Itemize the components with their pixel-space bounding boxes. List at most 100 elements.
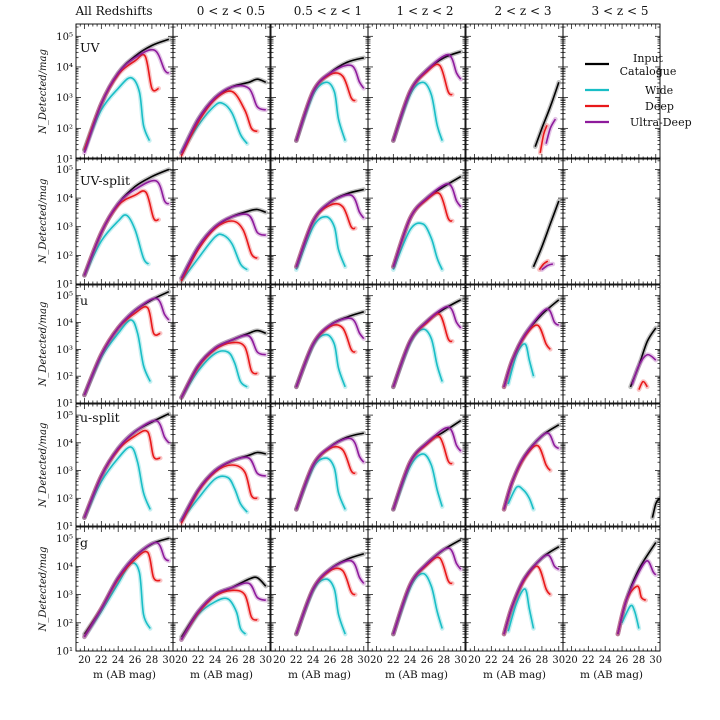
y-tick-label: 10¹ (56, 280, 73, 291)
panel-u-split-3 (270, 403, 369, 527)
series-line-ultra-deep (503, 554, 560, 635)
series-line-wide (83, 214, 150, 276)
series-line-wide (180, 350, 248, 399)
panel-curves (391, 297, 464, 390)
panel-u-split-1: 10¹ 10² 10³ 10⁴ 10⁵ N_Detected/mag (38, 403, 174, 533)
series-line-wide (180, 475, 248, 521)
panel-frame (172, 526, 271, 652)
legend-label-ultra-deep: Ultra-Deep (630, 116, 692, 129)
x-tick-label: 22 (192, 655, 205, 666)
x-tick-label: 30 (259, 655, 272, 666)
series-band-ultra-deep (391, 545, 464, 637)
x-tick-label: 26 (421, 655, 434, 666)
y-tick-label: 10⁵ (56, 32, 73, 43)
y-tick-label: 10¹ (56, 155, 73, 166)
row-label-u: u (80, 293, 88, 308)
y-tick-label: 10⁵ (56, 165, 73, 176)
panel-g-1: 10¹ 10² 10³ 10⁴ 10⁵ N_Detected/mag 20 22 24 26 28 3… (38, 526, 175, 681)
col-title-z-0.5-1: 0.5 < z < 1 (294, 4, 362, 18)
series-line-ultra-deep (503, 432, 560, 510)
panel-g-4: 20 22 24 26 28 30 m (AB mag) (367, 526, 467, 681)
panel-u-split-5 (465, 403, 564, 527)
series-line-input-catalogue (83, 38, 170, 151)
series-band-ultra-deep (82, 296, 172, 398)
series-line-wide (295, 81, 346, 141)
y-tick-label: 10⁴ (56, 562, 73, 573)
panel-curves (532, 80, 562, 156)
panel-frame (172, 403, 271, 527)
panel-frame (367, 284, 466, 404)
series-line-wide (180, 101, 248, 154)
x-tick-label: 28 (341, 655, 354, 666)
col-title-z-0-0.5: 0 < z < 0.5 (197, 4, 265, 18)
y-tick-label: 10² (56, 618, 73, 629)
panel-uv-split-2 (172, 157, 271, 285)
x-tick-label: 24 (209, 655, 222, 666)
panel-frame (270, 23, 369, 160)
series-line-ultra-deep (180, 334, 267, 398)
series-line-wide (295, 215, 346, 270)
y-tick-label: 10⁵ (56, 291, 73, 302)
panel-uv-split-4 (367, 157, 466, 285)
panel-frame (367, 403, 466, 527)
x-axis-label: m (AB mag) (483, 669, 546, 681)
panel-uv-1: 10¹ 10² 10³ 10⁴ 10⁵ N_Detected/mag (38, 23, 174, 166)
series-line-ultra-deep (392, 426, 462, 510)
series-line-ultra-deep (295, 559, 365, 635)
panel-frame (172, 23, 271, 160)
series-line-ultra-deep (392, 53, 462, 141)
panel-curves (82, 167, 172, 278)
series-band-ultra-deep (179, 455, 269, 523)
series-line-wide (507, 588, 535, 632)
panel-u-6 (562, 284, 661, 404)
panel-uv-split-6 (562, 157, 661, 285)
x-tick-label: 28 (243, 655, 256, 666)
y-tick-label: 10² (56, 372, 73, 383)
x-tick-label: 24 (112, 655, 125, 666)
x-tick-label: 26 (324, 655, 337, 666)
panel-u-1: 10¹ 10² 10³ 10⁴ 10⁵ N_Detected/mag (38, 284, 174, 410)
row-label-uv: UV (80, 40, 101, 55)
series-line-input-catalogue (392, 539, 462, 635)
panel-curves (531, 198, 562, 272)
panel-uv-split-5 (465, 157, 564, 285)
series-band-ultra-deep (82, 47, 172, 156)
x-tick-label: 26 (226, 655, 239, 666)
series-line-ultra-deep (83, 541, 170, 638)
x-tick-label: 26 (129, 655, 142, 666)
series-line-wide (295, 457, 346, 510)
x-tick-label: 22 (387, 655, 400, 666)
series-band-input-catalogue (82, 411, 172, 520)
panel-curves (179, 207, 269, 284)
panel-curves (391, 49, 464, 143)
panel-uv-split-3 (270, 157, 369, 285)
x-tick-label: 22 (485, 655, 498, 666)
x-tick-label: 28 (438, 655, 451, 666)
series-line-wide (83, 76, 151, 151)
series-band-ultra-deep (179, 580, 269, 642)
series-line-ultra-deep (295, 317, 365, 388)
panel-u-5 (465, 284, 564, 404)
series-line-wide (180, 233, 248, 282)
series-line-deep (180, 589, 258, 641)
panel-u-split-2 (172, 403, 271, 527)
panel-curves (179, 574, 269, 642)
series-line-input-catalogue (83, 412, 170, 518)
y-tick-label: 10¹ (56, 399, 73, 410)
x-tick-label: 28 (633, 655, 646, 666)
row-label-uv-split: UV-split (80, 173, 130, 188)
panel-curves (501, 297, 562, 390)
series-line-ultra-deep (83, 419, 170, 518)
x-tick-label: 20 (468, 655, 481, 666)
panel-u-split-6 (562, 403, 661, 527)
series-line-deep (180, 464, 258, 524)
panel-curves (391, 418, 464, 512)
series-line-ultra-deep (392, 305, 462, 388)
col-title-z-2-3: 2 < z < 3 (495, 4, 552, 18)
x-tick-label: 24 (502, 655, 515, 666)
series-line-wide (392, 81, 443, 141)
series-line-ultra-deep (503, 308, 560, 388)
series-line-wide (392, 453, 443, 510)
panel-curves (294, 430, 367, 512)
